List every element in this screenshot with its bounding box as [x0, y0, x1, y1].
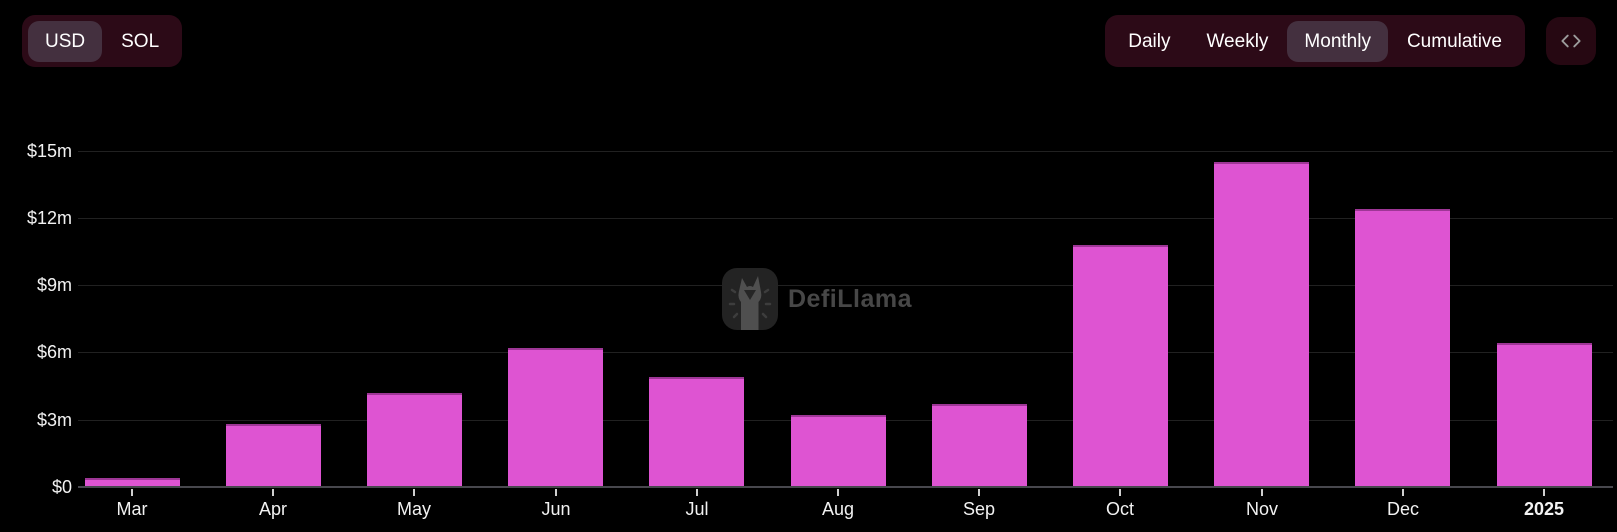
x-axis-label: Sep — [962, 499, 996, 519]
gridline-15m — [78, 151, 1613, 152]
x-axis-label: Mar — [116, 499, 148, 519]
x-axis-tick — [1543, 489, 1545, 496]
x-axis-label: Jul — [685, 499, 709, 519]
currency-toggle: USD SOL — [22, 15, 183, 67]
x-axis-tick — [413, 489, 415, 496]
x-axis-line — [78, 486, 1613, 488]
x-axis-label: Nov — [1245, 499, 1278, 519]
bar-sep[interactable] — [932, 404, 1027, 487]
y-axis-label: $15m — [26, 141, 72, 161]
x-axis-label: Dec — [1386, 499, 1419, 519]
bar-jun[interactable] — [508, 348, 603, 487]
interval-toggle: Daily Weekly Monthly Cumulative — [1105, 15, 1525, 67]
y-axis-label: $12m — [26, 208, 72, 228]
embed-code-button[interactable] — [1546, 17, 1596, 65]
bar-mar[interactable] — [85, 478, 180, 487]
gridline-9m — [78, 285, 1613, 286]
x-axis-label: Aug — [821, 499, 855, 519]
bar-apr[interactable] — [226, 424, 321, 487]
y-axis-label: $0 — [51, 477, 72, 497]
bar-may[interactable] — [367, 393, 462, 487]
x-axis-tick — [131, 489, 133, 496]
x-axis-label: Oct — [1105, 499, 1134, 519]
y-axis-label: $6m — [36, 342, 72, 362]
interval-toggle-option-daily[interactable]: Daily — [1111, 21, 1187, 62]
gridline-12m — [78, 218, 1613, 219]
bar-aug[interactable] — [791, 415, 886, 487]
bar-jul[interactable] — [649, 377, 744, 487]
interval-toggle-option-monthly[interactable]: Monthly — [1287, 20, 1388, 62]
x-axis-tick — [1402, 489, 1404, 496]
y-axis-label: $3m — [36, 410, 72, 430]
x-axis-tick — [978, 489, 980, 496]
bar-dec[interactable] — [1355, 209, 1450, 487]
bar-nov[interactable] — [1214, 162, 1309, 487]
x-axis-tick — [696, 489, 698, 496]
x-axis-tick — [1119, 489, 1121, 496]
interval-toggle-option-weekly[interactable]: Weekly — [1189, 21, 1285, 62]
bar-2025[interactable] — [1497, 343, 1592, 487]
x-axis-label: Apr — [258, 499, 287, 519]
interval-toggle-option-cumulative[interactable]: Cumulative — [1390, 21, 1519, 62]
x-axis-label: 2025 — [1523, 499, 1565, 519]
x-axis-tick — [1261, 489, 1263, 496]
x-axis-tick — [272, 489, 274, 496]
x-axis-tick — [555, 489, 557, 496]
y-axis-label: $9m — [36, 275, 72, 295]
currency-toggle-option-usd[interactable]: USD — [28, 20, 103, 62]
bar-oct[interactable] — [1073, 245, 1168, 487]
x-axis-label: May — [396, 499, 431, 519]
x-axis-label: Jun — [541, 499, 571, 519]
code-icon — [1561, 34, 1581, 48]
gridline-6m — [78, 352, 1613, 353]
x-axis-tick — [837, 489, 839, 496]
currency-toggle-option-sol[interactable]: SOL — [104, 21, 176, 62]
